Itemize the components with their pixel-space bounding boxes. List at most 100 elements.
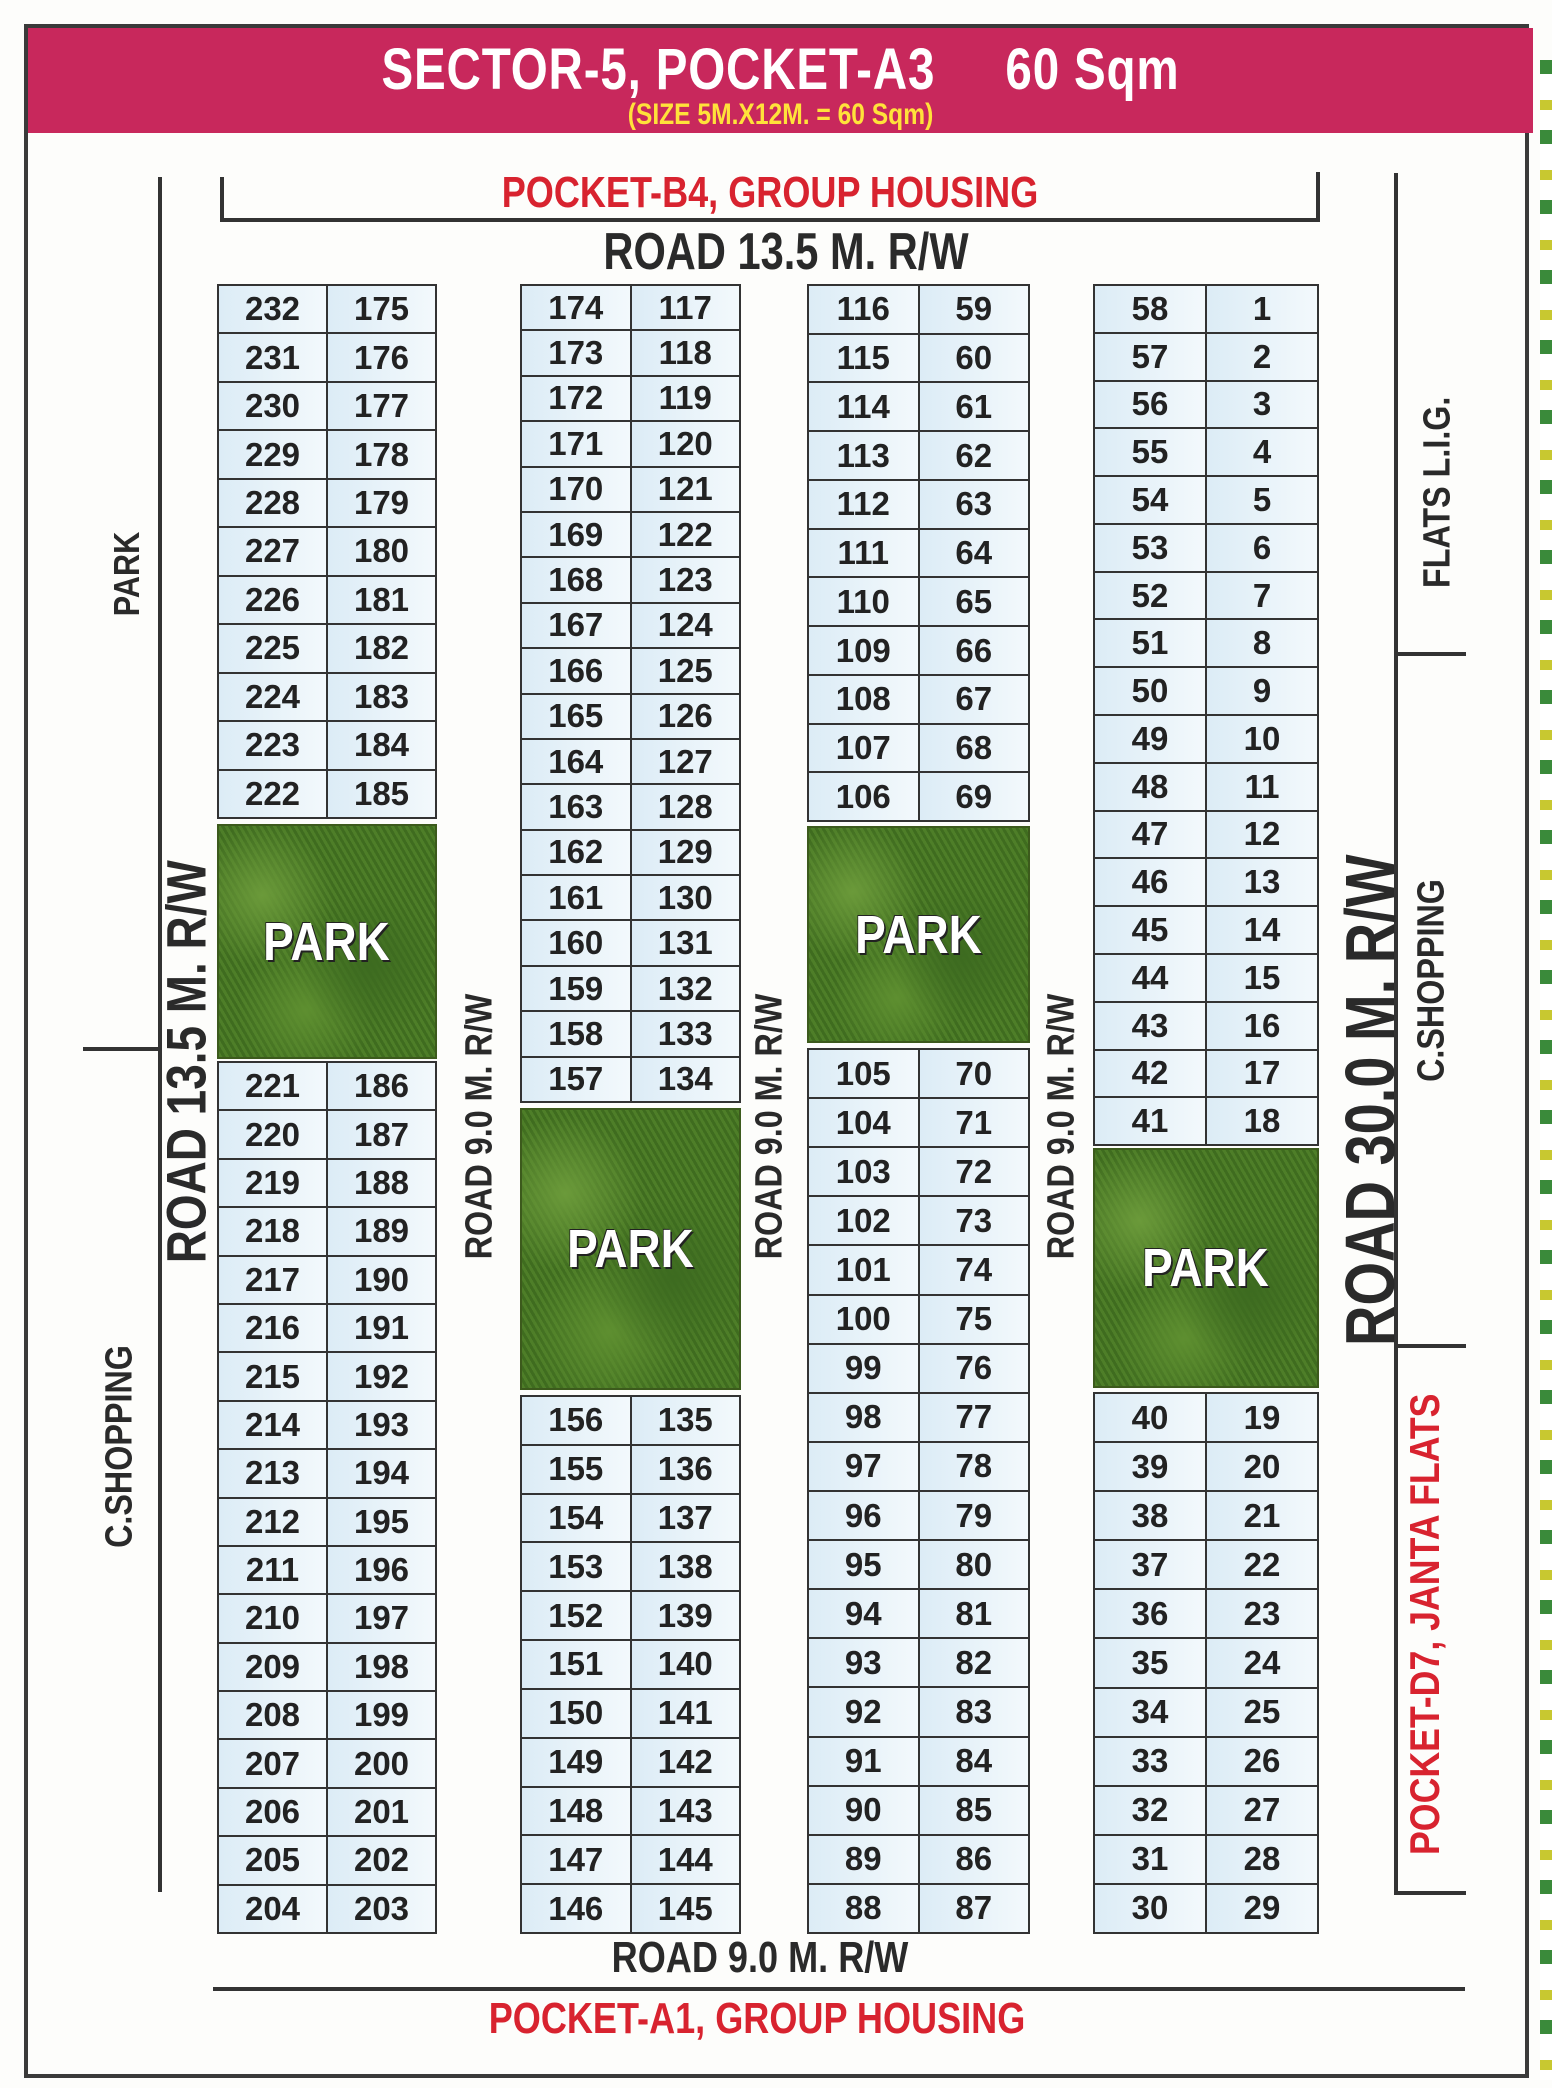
plot-number[interactable]: 106: [809, 773, 920, 821]
plot-number[interactable]: 215: [219, 1353, 328, 1400]
plot-number[interactable]: 89: [809, 1835, 920, 1883]
plot-number[interactable]: 227: [219, 528, 328, 575]
plot-number[interactable]: 195: [328, 1498, 435, 1545]
plot-number[interactable]: 157: [522, 1057, 632, 1102]
plot-number[interactable]: 70: [919, 1050, 1028, 1098]
plot-number[interactable]: 123: [631, 558, 739, 602]
plot-number[interactable]: 136: [631, 1445, 739, 1493]
plot-number[interactable]: 56: [1095, 381, 1207, 428]
plot-number[interactable]: 176: [328, 334, 435, 381]
plot-number[interactable]: 30: [1095, 1884, 1207, 1933]
plot-number[interactable]: 61: [919, 383, 1028, 431]
plot-number[interactable]: 138: [631, 1543, 739, 1591]
plot-number[interactable]: 196: [328, 1546, 435, 1594]
plot-number[interactable]: 169: [522, 512, 632, 557]
plot-number[interactable]: 93: [809, 1639, 920, 1687]
plot-number[interactable]: 116: [809, 286, 920, 333]
plot-number[interactable]: 100: [809, 1295, 920, 1343]
plot-number[interactable]: 23: [1207, 1590, 1317, 1638]
plot-number[interactable]: 53: [1095, 524, 1207, 571]
plot-number[interactable]: 94: [809, 1590, 920, 1638]
plot-number[interactable]: 78: [919, 1442, 1028, 1490]
plot-number[interactable]: 120: [631, 422, 739, 466]
plot-number[interactable]: 112: [809, 480, 920, 528]
plot-number[interactable]: 52: [1095, 572, 1207, 619]
plot-number[interactable]: 3: [1207, 381, 1317, 428]
plot-number[interactable]: 208: [219, 1692, 328, 1739]
plot-number[interactable]: 84: [919, 1737, 1028, 1785]
plot-number[interactable]: 219: [219, 1159, 328, 1207]
plot-number[interactable]: 99: [809, 1344, 920, 1392]
plot-number[interactable]: 83: [919, 1688, 1028, 1736]
plot-number[interactable]: 54: [1095, 477, 1207, 523]
plot-number[interactable]: 109: [809, 627, 920, 674]
plot-number[interactable]: 31: [1095, 1835, 1207, 1883]
plot-number[interactable]: 198: [328, 1643, 435, 1691]
plot-number[interactable]: 202: [328, 1837, 435, 1884]
plot-number[interactable]: 229: [219, 431, 328, 478]
plot-number[interactable]: 65: [919, 578, 1028, 626]
plot-number[interactable]: 110: [809, 578, 920, 626]
plot-number[interactable]: 189: [328, 1208, 435, 1255]
plot-number[interactable]: 225: [219, 625, 328, 672]
plot-number[interactable]: 160: [522, 921, 632, 965]
plot-number[interactable]: 218: [219, 1208, 328, 1255]
plot-number[interactable]: 191: [328, 1304, 435, 1352]
plot-number[interactable]: 220: [219, 1111, 328, 1158]
plot-number[interactable]: 134: [631, 1057, 739, 1102]
plot-number[interactable]: 17: [1207, 1050, 1317, 1097]
plot-number[interactable]: 228: [219, 479, 328, 527]
plot-number[interactable]: 142: [631, 1738, 739, 1786]
plot-number[interactable]: 137: [631, 1494, 739, 1542]
plot-number[interactable]: 130: [631, 876, 739, 920]
plot-number[interactable]: 168: [522, 558, 632, 602]
plot-number[interactable]: 178: [328, 431, 435, 478]
plot-number[interactable]: 113: [809, 432, 920, 479]
plot-number[interactable]: 102: [809, 1197, 920, 1245]
plot-number[interactable]: 155: [522, 1445, 632, 1493]
plot-number[interactable]: 58: [1095, 286, 1207, 332]
plot-number[interactable]: 9: [1207, 668, 1317, 715]
plot-number[interactable]: 163: [522, 785, 632, 829]
plot-number[interactable]: 95: [809, 1541, 920, 1589]
plot-number[interactable]: 172: [522, 376, 632, 421]
plot-number[interactable]: 146: [522, 1885, 632, 1932]
plot-number[interactable]: 144: [631, 1836, 739, 1884]
plot-number[interactable]: 69: [919, 773, 1028, 821]
plot-number[interactable]: 216: [219, 1304, 328, 1352]
plot-number[interactable]: 165: [522, 694, 632, 738]
plot-number[interactable]: 200: [328, 1740, 435, 1787]
plot-number[interactable]: 46: [1095, 859, 1207, 906]
plot-number[interactable]: 111: [809, 529, 920, 577]
plot-number[interactable]: 25: [1207, 1688, 1317, 1736]
plot-number[interactable]: 108: [809, 675, 920, 723]
plot-number[interactable]: 232: [219, 286, 328, 333]
plot-number[interactable]: 164: [522, 739, 632, 784]
plot-number[interactable]: 14: [1207, 907, 1317, 953]
plot-number[interactable]: 80: [919, 1541, 1028, 1589]
plot-number[interactable]: 159: [522, 966, 632, 1011]
plot-number[interactable]: 222: [219, 770, 328, 817]
plot-number[interactable]: 199: [328, 1692, 435, 1739]
plot-number[interactable]: 151: [522, 1641, 632, 1688]
plot-number[interactable]: 224: [219, 673, 328, 721]
plot-number[interactable]: 51: [1095, 620, 1207, 667]
plot-number[interactable]: 104: [809, 1099, 920, 1147]
plot-number[interactable]: 91: [809, 1737, 920, 1785]
plot-number[interactable]: 49: [1095, 716, 1207, 762]
plot-number[interactable]: 204: [219, 1885, 328, 1933]
plot-number[interactable]: 82: [919, 1639, 1028, 1687]
plot-number[interactable]: 7: [1207, 572, 1317, 619]
plot-number[interactable]: 173: [522, 331, 632, 375]
plot-number[interactable]: 47: [1095, 811, 1207, 858]
plot-number[interactable]: 182: [328, 625, 435, 672]
plot-number[interactable]: 145: [631, 1885, 739, 1932]
plot-number[interactable]: 10: [1207, 716, 1317, 762]
plot-number[interactable]: 231: [219, 334, 328, 381]
plot-number[interactable]: 90: [809, 1786, 920, 1834]
plot-number[interactable]: 212: [219, 1498, 328, 1545]
plot-number[interactable]: 66: [919, 627, 1028, 674]
plot-number[interactable]: 217: [219, 1256, 328, 1303]
plot-number[interactable]: 190: [328, 1256, 435, 1303]
plot-number[interactable]: 128: [631, 785, 739, 829]
